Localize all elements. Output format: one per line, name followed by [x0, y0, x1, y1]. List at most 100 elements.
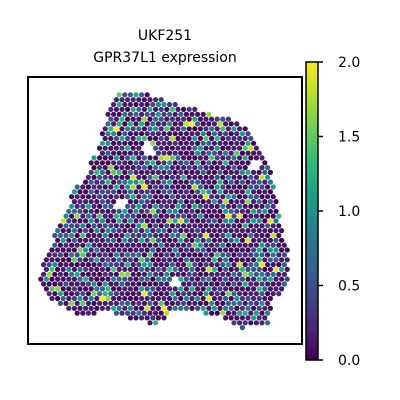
expression-spot: [57, 271, 64, 277]
expression-spot: [133, 169, 139, 175]
expression-spot: [248, 203, 254, 209]
expression-spot: [248, 184, 254, 190]
expression-spot: [189, 199, 195, 205]
expression-spot: [127, 160, 133, 166]
expression-spot: [125, 97, 131, 103]
expression-spot: [147, 165, 153, 171]
expression-spot: [239, 208, 245, 214]
expression-spot: [69, 252, 75, 258]
expression-spot: [97, 223, 103, 229]
expression-spot: [127, 92, 133, 98]
expression-spot: [178, 208, 184, 214]
expression-spot: [164, 116, 170, 122]
expression-spot: [169, 155, 175, 161]
expression-spot: [209, 155, 215, 161]
expression-spot: [153, 145, 159, 151]
expression-spot: [136, 135, 142, 142]
expression-spot: [183, 169, 189, 175]
expression-spot: [206, 257, 212, 263]
expression-spot: [276, 281, 282, 287]
expression-spot: [167, 121, 173, 127]
expression-spot: [161, 228, 167, 234]
expression-spot: [214, 300, 220, 306]
expression-spot: [63, 300, 69, 306]
expression-spot: [175, 291, 181, 297]
expression-spot: [214, 135, 220, 142]
expression-spot: [46, 291, 52, 297]
expression-spot: [141, 281, 147, 287]
expression-spot: [88, 237, 94, 243]
expression-spot: [108, 242, 114, 248]
expression-spot: [77, 305, 83, 311]
expression-spot: [248, 300, 254, 306]
expression-spot: [267, 237, 273, 243]
expression-spot: [245, 199, 251, 205]
expression-spot: [245, 179, 251, 185]
expression-spot: [220, 223, 226, 229]
expression-spot: [130, 203, 136, 209]
expression-spot: [97, 155, 103, 161]
expression-spot: [206, 199, 212, 205]
expression-spot: [113, 271, 119, 277]
expression-spot: [231, 271, 237, 277]
expression-spot: [116, 266, 122, 272]
expression-spot: [63, 242, 69, 248]
expression-spot: [49, 247, 55, 253]
expression-spot: [183, 257, 189, 263]
expression-spot: [91, 271, 97, 277]
expression-spot: [105, 208, 111, 214]
expression-spot: [49, 295, 55, 302]
expression-spot: [178, 131, 184, 137]
expression-spot: [217, 189, 223, 195]
expression-spot: [99, 189, 105, 195]
expression-spot: [265, 271, 271, 277]
expression-spot: [195, 169, 201, 175]
expression-spot: [195, 140, 201, 146]
expression-spot: [270, 242, 276, 248]
expression-spot: [181, 213, 187, 219]
expression-spot: [119, 291, 125, 297]
expression-spot: [66, 237, 72, 243]
expression-spot: [147, 213, 153, 219]
expression-spot: [189, 150, 195, 156]
expression-spot: [262, 189, 268, 195]
expression-spot: [91, 252, 97, 258]
expression-spot: [105, 131, 111, 137]
expression-spot: [153, 116, 159, 122]
expression-spot: [158, 271, 164, 277]
expression-spot: [197, 281, 203, 287]
expression-spot: [102, 271, 108, 277]
expression-spot: [225, 116, 231, 122]
expression-spot: [136, 165, 142, 171]
expression-spot: [161, 266, 167, 272]
colorbar-tick-label: 0.5: [338, 279, 360, 295]
expression-spot: [206, 295, 212, 302]
expression-spot: [161, 121, 167, 127]
expression-spot: [197, 184, 203, 190]
expression-spot: [158, 203, 164, 209]
expression-spot: [111, 199, 117, 205]
expression-spot: [133, 237, 139, 243]
expression-spot: [105, 121, 111, 127]
expression-spot: [133, 140, 139, 146]
expression-spot: [209, 116, 215, 122]
expression-spot: [99, 208, 105, 214]
expression-spot: [228, 286, 234, 292]
expression-spot: [217, 160, 223, 166]
expression-spot: [147, 184, 153, 190]
expression-spot: [220, 262, 226, 268]
expression-spot: [192, 116, 198, 122]
expression-spot: [256, 208, 262, 214]
expression-spot: [85, 291, 91, 297]
expression-spot: [195, 150, 201, 156]
expression-spot: [144, 257, 150, 263]
expression-spot: [116, 276, 122, 282]
expression-spot: [189, 218, 195, 224]
expression-spot: [108, 203, 114, 209]
expression-spot: [225, 165, 231, 171]
expression-spot: [80, 213, 86, 219]
expression-spot: [77, 228, 83, 234]
expression-spot: [169, 232, 175, 239]
expression-spot: [60, 266, 66, 272]
expression-spot: [253, 291, 259, 297]
